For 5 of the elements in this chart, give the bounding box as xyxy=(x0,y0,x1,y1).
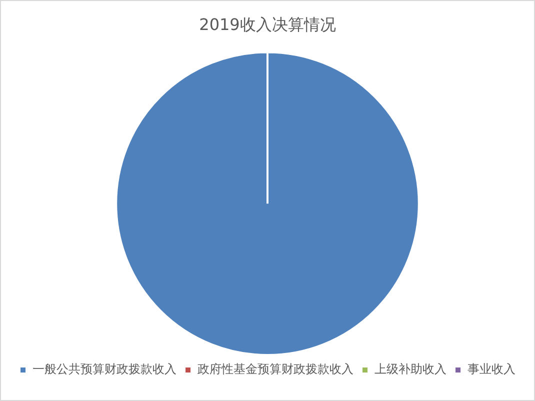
legend-label: 一般公共预算财政拨款收入 xyxy=(32,362,176,376)
legend-label: 政府性基金预算财政拨款收入 xyxy=(198,362,354,376)
chart-title: 2019收入决算情况 xyxy=(199,14,336,34)
legend-label: 事业收入 xyxy=(468,362,516,376)
legend-label: 上级补助收入 xyxy=(374,362,446,376)
